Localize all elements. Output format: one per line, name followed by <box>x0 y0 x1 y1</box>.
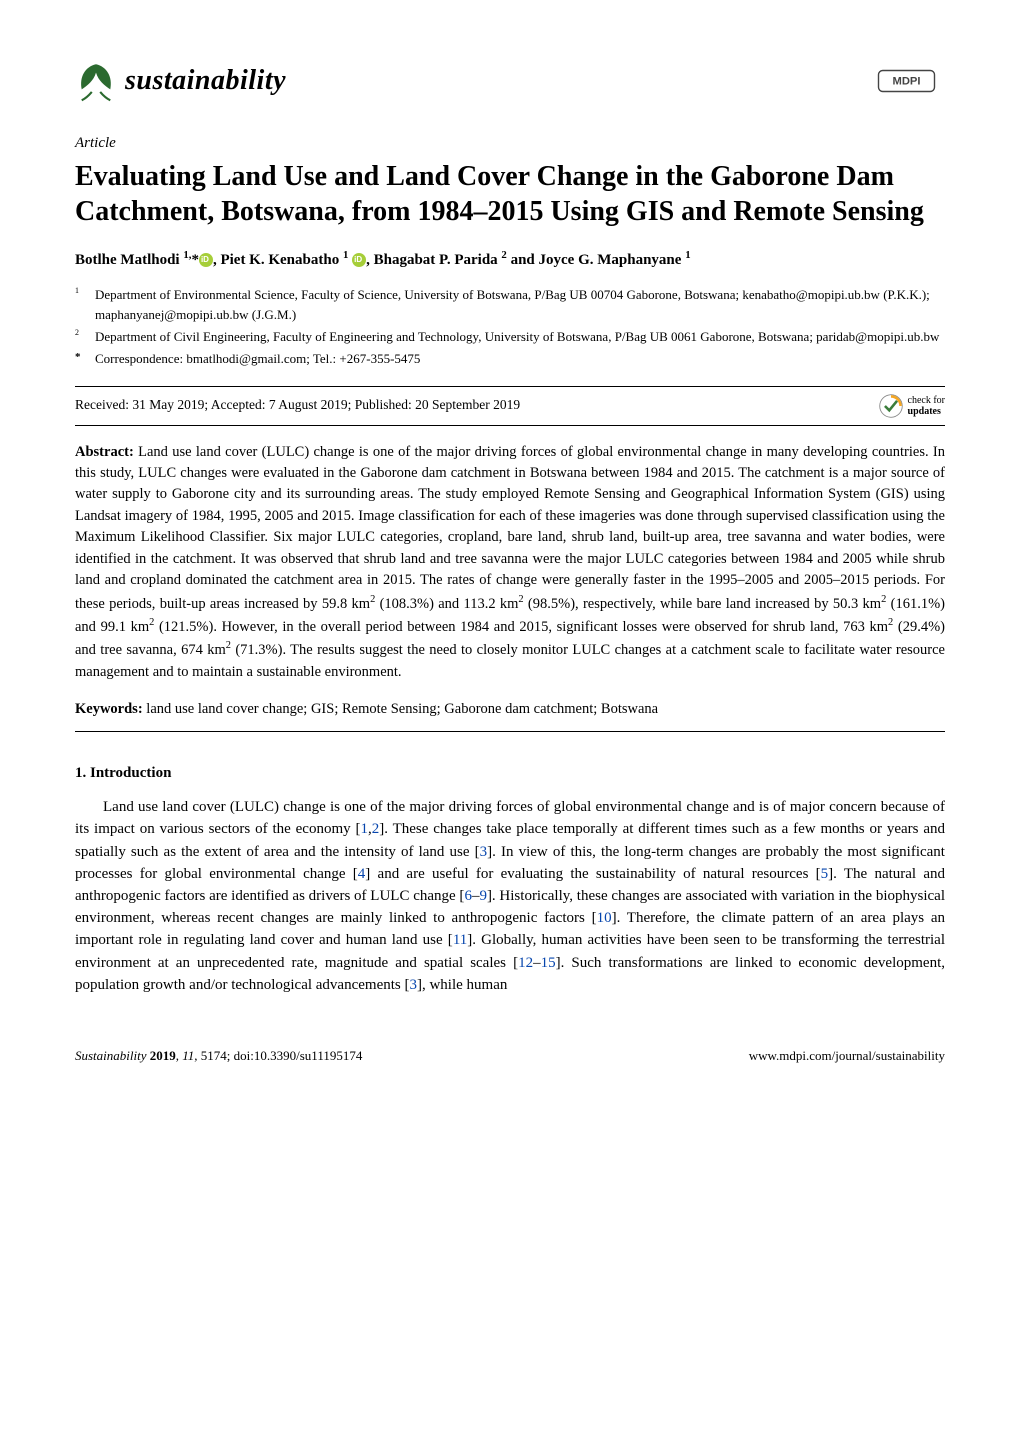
publication-dates: Received: 31 May 2019; Accepted: 7 Augus… <box>75 395 520 415</box>
affil-text: Department of Environmental Science, Fac… <box>95 285 945 325</box>
abstract-text: Land use land cover (LULC) change is one… <box>75 444 945 680</box>
cite-link[interactable]: 1 <box>360 821 368 837</box>
cite-link[interactable]: 12 <box>518 955 533 971</box>
section-1-heading: 1. Introduction <box>75 762 945 785</box>
updates-label-2: updates <box>908 406 945 417</box>
affil-sup: 2 <box>75 328 79 337</box>
author-1: Botlhe Matlhodi 1,* <box>75 252 199 268</box>
affil-text: Correspondence: bmatlhodi@gmail.com; Tel… <box>95 349 945 369</box>
orcid-icon <box>352 253 366 267</box>
updates-label-1: check for <box>908 395 945 406</box>
affiliation-item: 2 Department of Civil Engineering, Facul… <box>75 327 945 347</box>
footer-left: Sustainability 2019, 11, 5174; doi:10.33… <box>75 1046 362 1066</box>
cite-link[interactable]: 9 <box>479 888 487 904</box>
cite-link[interactable]: 15 <box>541 955 556 971</box>
article-type: Article <box>75 132 945 155</box>
page-header: sustainability MDPI <box>75 60 945 102</box>
divider <box>75 731 945 732</box>
dates-row: Received: 31 May 2019; Accepted: 7 Augus… <box>75 386 945 426</box>
keywords-values: land use land cover change; GIS; Remote … <box>146 701 658 717</box>
leaf-icon <box>75 60 117 102</box>
keywords-block: Keywords: land use land cover change; GI… <box>75 699 945 721</box>
keywords-label: Keywords: <box>75 701 143 717</box>
cite-link[interactable]: 2 <box>372 821 380 837</box>
affiliation-item: 1 Department of Environmental Science, F… <box>75 285 945 325</box>
page-footer: Sustainability 2019, 11, 5174; doi:10.33… <box>75 1046 945 1066</box>
footer-right: www.mdpi.com/journal/sustainability <box>749 1046 945 1066</box>
mdpi-logo-icon: MDPI <box>875 61 945 101</box>
journal-name: sustainability <box>125 60 286 102</box>
affil-text: Department of Civil Engineering, Faculty… <box>95 327 945 347</box>
introduction-paragraph: Land use land cover (LULC) change is one… <box>75 796 945 996</box>
abstract-block: Abstract: Land use land cover (LULC) cha… <box>75 442 945 683</box>
affiliations-block: 1 Department of Environmental Science, F… <box>75 285 945 370</box>
cite-link[interactable]: 3 <box>480 844 488 860</box>
cite-link[interactable]: 5 <box>821 866 829 882</box>
cite-link[interactable]: 4 <box>358 866 366 882</box>
affil-sup: * <box>75 351 81 363</box>
affil-sup: 1 <box>75 286 79 295</box>
cite-link[interactable]: 11 <box>453 932 467 948</box>
orcid-icon <box>199 253 213 267</box>
cite-link[interactable]: 3 <box>409 977 417 993</box>
abstract-label: Abstract: <box>75 444 134 460</box>
cite-link[interactable]: 6 <box>464 888 472 904</box>
paper-title: Evaluating Land Use and Land Cover Chang… <box>75 159 945 229</box>
affiliation-item: * Correspondence: bmatlhodi@gmail.com; T… <box>75 349 945 369</box>
mdpi-text: MDPI <box>893 76 921 88</box>
author-list: Botlhe Matlhodi 1,*, Piet K. Kenabatho 1… <box>75 247 945 272</box>
journal-logo-block: sustainability <box>75 60 286 102</box>
cite-link[interactable]: 10 <box>597 910 612 926</box>
updates-icon <box>878 393 904 419</box>
check-updates-badge[interactable]: check for updates <box>878 393 945 419</box>
